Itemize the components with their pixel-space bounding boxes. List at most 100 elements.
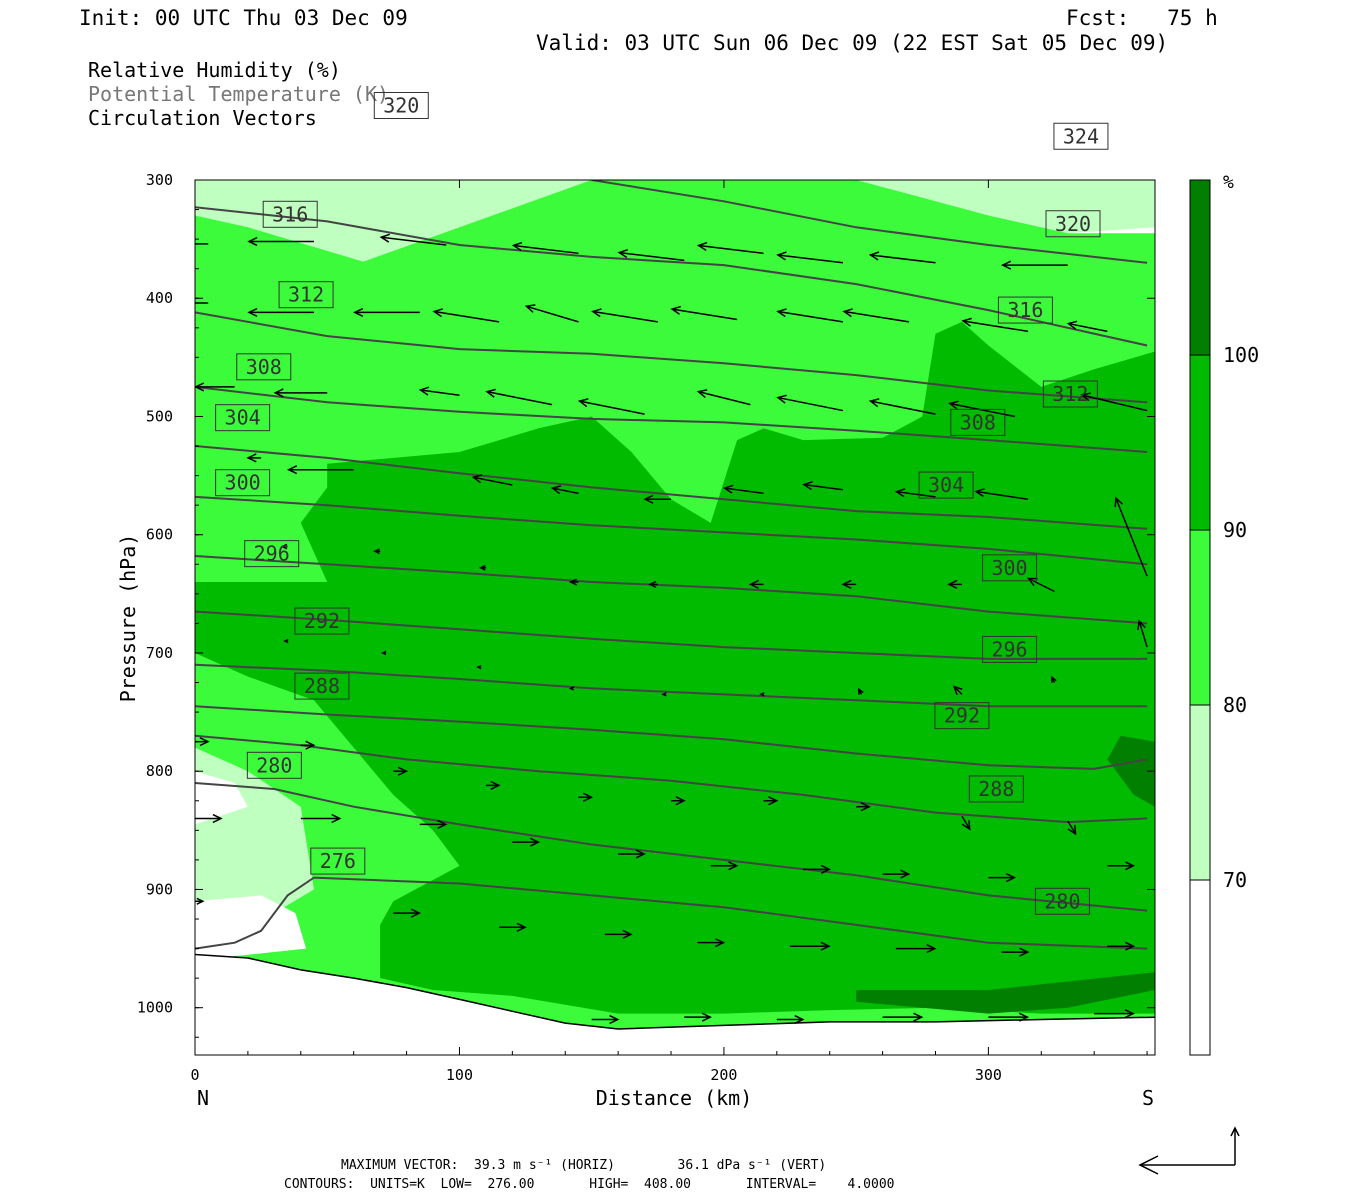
circulation-vector — [684, 1012, 712, 1022]
circulation-vector — [868, 398, 936, 415]
circulation-vector — [648, 580, 658, 588]
circulation-vector — [471, 474, 513, 486]
theta-288-contour — [195, 734, 1148, 824]
theta-328-contour — [591, 180, 1148, 264]
theta-292-label: 292 — [934, 702, 990, 730]
svg-text:304: 304 — [928, 473, 964, 497]
circulation-vector — [696, 241, 764, 255]
rh-100-region — [856, 972, 1155, 1014]
theta-316-label: 316 — [262, 200, 318, 228]
circulation-vector — [499, 922, 527, 932]
svg-text:312: 312 — [288, 283, 324, 307]
circulation-vector — [300, 813, 342, 824]
circulation-vector — [373, 548, 381, 555]
circulation-vector — [1114, 496, 1148, 577]
circulation-vector — [578, 792, 594, 802]
circulation-vector — [617, 248, 685, 262]
axes: 300 400 500 600 700 800 900 1000 0 100 200 300 Dista… — [116, 171, 1155, 1110]
y-tick-label: 600 — [146, 526, 173, 544]
legend-potential-temperature: Potential Temperature (K) — [88, 82, 390, 106]
south-label: S — [1142, 1086, 1154, 1110]
colorbar-segment — [1190, 530, 1210, 705]
circulation-vector — [432, 308, 500, 323]
circulation-vector — [776, 308, 844, 323]
circulation-vector — [591, 308, 658, 323]
circulation-vector — [195, 897, 205, 905]
theta-labels: 276 280 280 288 288 292 292 296 296 300 300 304 304 3… — [215, 92, 1109, 915]
below-ground-region — [195, 954, 1155, 1055]
circulation-vector — [1067, 820, 1077, 836]
x-tick-label: 300 — [975, 1066, 1002, 1084]
init-time: Init: 00 UTC Thu 03 Dec 09 — [79, 6, 408, 30]
svg-text:288: 288 — [304, 674, 340, 698]
circulation-vector — [697, 938, 726, 948]
circulation-vector — [618, 849, 646, 859]
circulation-vector — [273, 388, 328, 398]
circulation-vector — [381, 650, 387, 656]
circulation-vector — [974, 488, 1029, 500]
forecast-hour: Fcst: 75 h — [1066, 6, 1218, 30]
theta-292-label: 292 — [294, 607, 350, 635]
circulation-vector — [895, 943, 937, 954]
circulation-vector — [948, 400, 1015, 418]
circulation-vector — [1066, 320, 1108, 333]
svg-text:296: 296 — [991, 637, 1027, 661]
theta-contours — [195, 180, 1155, 1030]
reference-vector-icon — [1138, 1126, 1240, 1175]
theta-320-contour — [195, 311, 1148, 404]
svg-text:324: 324 — [1063, 124, 1099, 148]
circulation-vector — [418, 386, 460, 396]
circulation-vector — [947, 579, 962, 589]
theta-280-label: 280 — [246, 751, 302, 779]
terrain-surface-line — [195, 953, 1155, 1030]
circulation-vector — [961, 317, 1029, 333]
svg-text:296: 296 — [254, 542, 290, 566]
y-tick-label: 900 — [146, 880, 173, 898]
svg-text:280: 280 — [256, 753, 292, 777]
circulation-vector — [1137, 619, 1148, 648]
circulation-vector — [568, 686, 575, 691]
svg-text:300: 300 — [225, 471, 261, 495]
circulation-vector — [379, 233, 447, 246]
circulation-vector — [511, 241, 579, 255]
colorbar-label: 90 — [1223, 518, 1247, 542]
circulation-vector — [988, 873, 1017, 883]
svg-text:316: 316 — [272, 202, 308, 226]
svg-text:280: 280 — [1044, 889, 1080, 913]
circulation-vector — [476, 664, 482, 670]
circulation-vector — [300, 740, 316, 750]
circulation-vector — [478, 564, 486, 571]
theta-288-label: 288 — [294, 672, 350, 700]
circulation-vector — [247, 307, 315, 318]
theta-312-label: 312 — [278, 281, 334, 309]
colorbar-label: 80 — [1223, 693, 1247, 717]
circulation-vector — [1107, 861, 1136, 871]
theta-304-label: 304 — [918, 471, 974, 499]
rh-100-region — [1107, 735, 1155, 807]
circulation-vector — [763, 796, 779, 806]
circulation-vector — [353, 307, 420, 318]
circulation-vector — [393, 908, 422, 918]
north-label: N — [197, 1086, 209, 1110]
svg-text:312: 312 — [1052, 382, 1088, 406]
circulation-vector — [485, 780, 501, 790]
circulation-vector — [524, 304, 579, 323]
circulation-vector — [393, 766, 409, 776]
circulation-vector — [790, 941, 831, 951]
colorbar-label: 100 — [1223, 343, 1259, 367]
theta-324-label: 324 — [1053, 122, 1109, 150]
circulation-vector — [842, 308, 910, 323]
circulation-vector — [591, 1014, 620, 1025]
svg-text:316: 316 — [1007, 298, 1043, 322]
circulation-vector — [568, 578, 579, 586]
circulation-vector — [696, 389, 751, 406]
colorbar-segment — [1190, 705, 1210, 880]
theta-276-label: 276 — [310, 847, 366, 875]
theta-296-contour — [195, 663, 1148, 708]
valid-time: Valid: 03 UTC Sun 06 Dec 09 (22 EST Sat … — [536, 31, 1169, 55]
colorbar-frame — [1189, 179, 1211, 1056]
svg-text:292: 292 — [304, 609, 340, 633]
svg-text:320: 320 — [383, 94, 419, 118]
circulation-vector — [643, 494, 672, 504]
